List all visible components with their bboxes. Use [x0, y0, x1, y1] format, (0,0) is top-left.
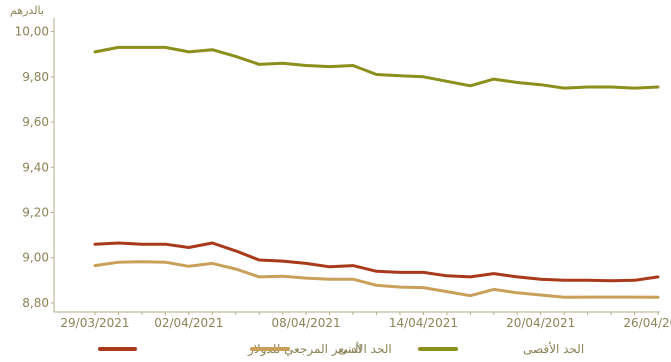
y-tick-label: 10,00	[15, 25, 49, 39]
axes	[53, 18, 660, 313]
y-axis-unit-label: بالدرهم	[10, 4, 44, 17]
y-tick-label: 9,60	[22, 115, 49, 129]
y-axis-ticks: 8,80 9,00 9,20 9,40 9,60 9,80 10,00	[15, 25, 54, 310]
x-tick-label: 29/03/2021	[60, 316, 129, 330]
series-line-0	[93, 45, 660, 90]
y-tick-label: 9,40	[22, 160, 49, 174]
x-axis-ticks: 29/03/2021 02/04/2021 08/04/2021 14/04/2021…	[60, 312, 671, 330]
x-tick-label: 14/04/2021	[389, 316, 458, 330]
y-tick-label: 9,00	[22, 251, 49, 265]
y-tick-label: 8,80	[22, 296, 49, 310]
legend-label: السعر المرجعي للدولار	[247, 342, 362, 357]
y-tick-label: 9,80	[22, 70, 49, 84]
series-line-2	[93, 260, 660, 299]
series-lines	[93, 45, 660, 299]
y-tick-label: 9,20	[22, 205, 49, 219]
series-line-1	[93, 241, 660, 283]
legend-label: الحد الأقصى	[523, 341, 584, 356]
legend-label: الحد الأدنى	[338, 341, 392, 356]
x-tick-label: 02/04/2021	[154, 316, 223, 330]
x-tick-label: 20/04/2021	[506, 316, 575, 330]
x-tick-label: 26/04/2021	[623, 316, 671, 330]
x-tick-label: 08/04/2021	[272, 316, 341, 330]
